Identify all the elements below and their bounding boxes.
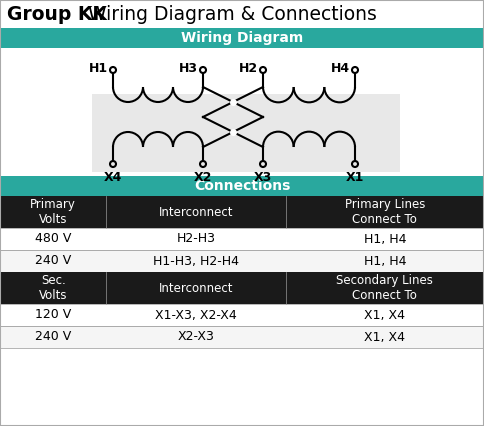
Text: X4: X4: [104, 171, 122, 184]
Bar: [0, 228, 484, 250]
Text: H1-H3, H2-H4: H1-H3, H2-H4: [153, 254, 239, 268]
Text: Wiring Diagram & Connections: Wiring Diagram & Connections: [82, 5, 377, 24]
Text: Wiring Diagram: Wiring Diagram: [181, 31, 303, 45]
Bar: [0, 326, 484, 348]
Text: Interconnect: Interconnect: [159, 205, 233, 219]
Text: H4: H4: [331, 61, 350, 75]
Bar: [92, 94, 400, 172]
Bar: [0, 272, 484, 304]
Text: H2-H3: H2-H3: [177, 233, 215, 245]
Bar: [0, 250, 484, 272]
Text: Primary Lines
Connect To: Primary Lines Connect To: [345, 198, 425, 226]
Text: 240 V: 240 V: [35, 331, 71, 343]
Text: Interconnect: Interconnect: [159, 282, 233, 294]
Text: H2: H2: [239, 61, 258, 75]
Text: X3: X3: [254, 171, 272, 184]
Text: X1, X4: X1, X4: [364, 308, 405, 322]
Text: Secondary Lines
Connect To: Secondary Lines Connect To: [336, 274, 433, 302]
Text: Sec.
Volts: Sec. Volts: [39, 274, 67, 302]
Text: Connections: Connections: [194, 179, 290, 193]
Text: Group KK: Group KK: [7, 5, 107, 24]
Text: 120 V: 120 V: [35, 308, 71, 322]
Text: H1, H4: H1, H4: [363, 254, 406, 268]
Text: X1, X4: X1, X4: [364, 331, 405, 343]
Text: H3: H3: [179, 61, 198, 75]
Text: X2-X3: X2-X3: [178, 331, 214, 343]
Bar: [0, 176, 484, 196]
Text: Primary
Volts: Primary Volts: [30, 198, 76, 226]
Text: X1: X1: [346, 171, 364, 184]
Bar: [0, 304, 484, 326]
Text: H1, H4: H1, H4: [363, 233, 406, 245]
Bar: [0, 196, 484, 228]
Text: 240 V: 240 V: [35, 254, 71, 268]
Text: X2: X2: [194, 171, 212, 184]
Bar: [0, 28, 484, 48]
Text: X1-X3, X2-X4: X1-X3, X2-X4: [155, 308, 237, 322]
Text: 480 V: 480 V: [35, 233, 72, 245]
Text: H1: H1: [89, 61, 108, 75]
